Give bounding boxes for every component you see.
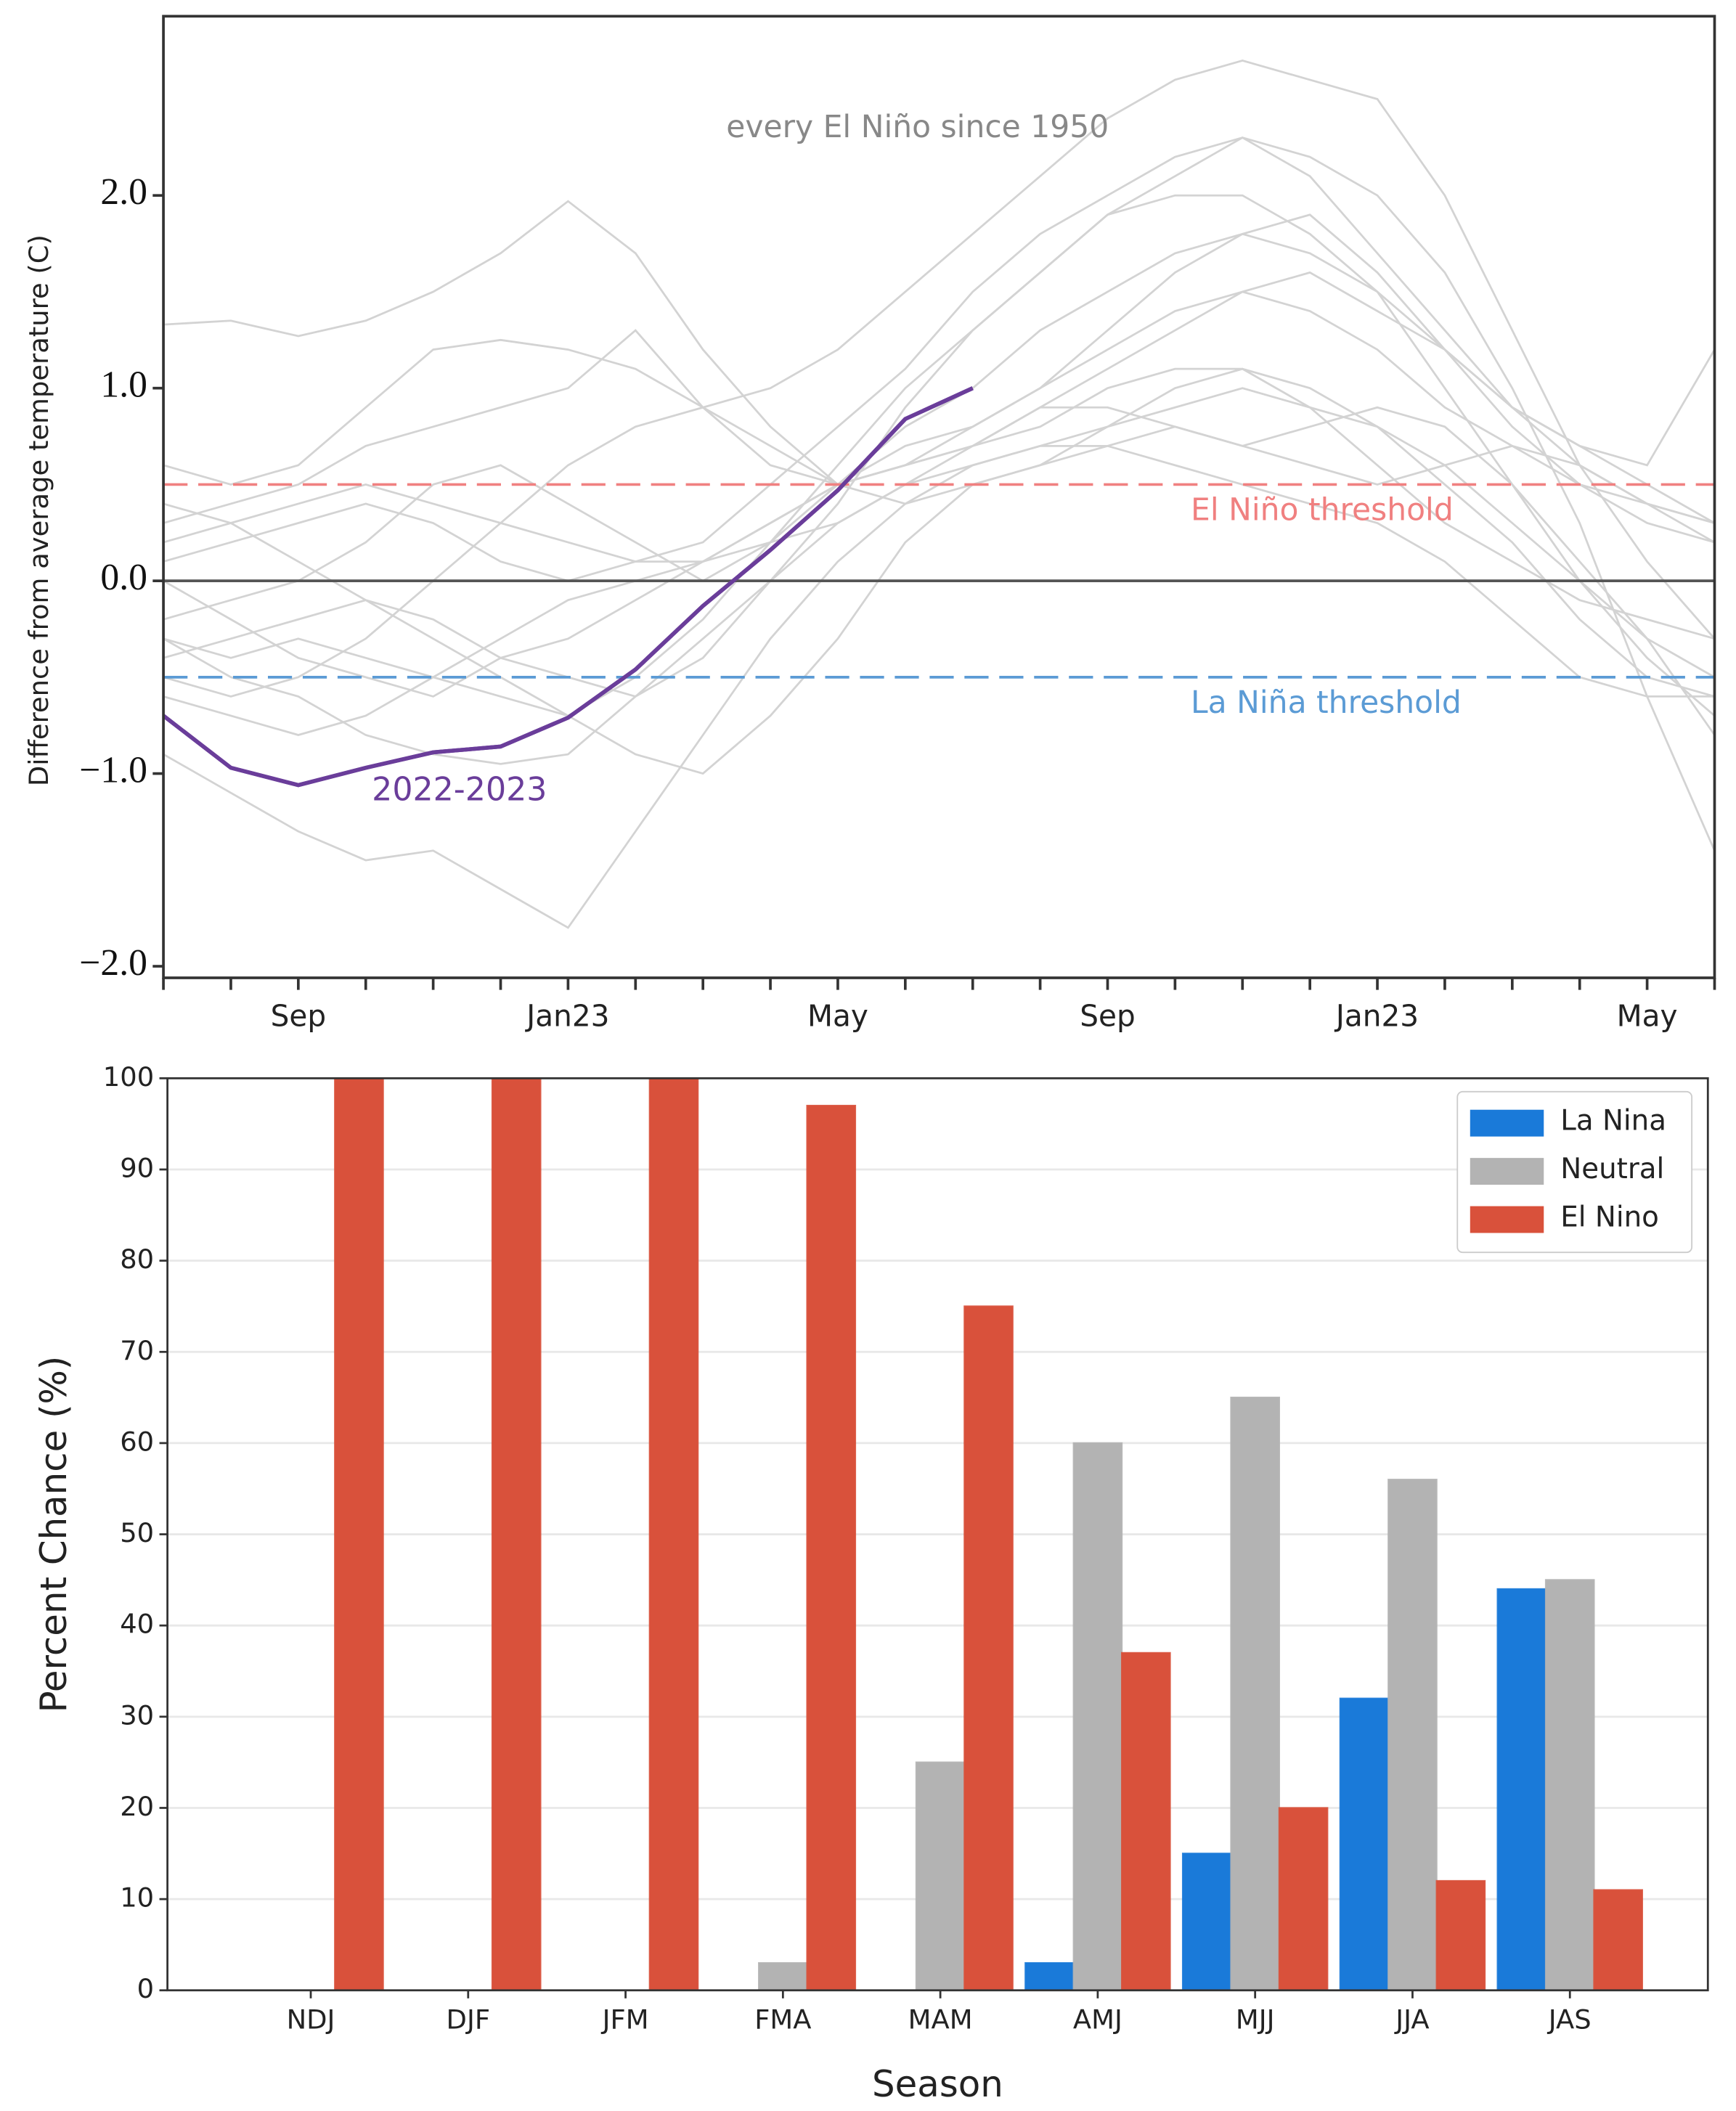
y-tick-label: 50 xyxy=(120,1517,154,1548)
history-line xyxy=(163,367,1715,698)
y-tick-label: 90 xyxy=(120,1153,154,1184)
y-tick-label: 20 xyxy=(120,1791,154,1822)
bar xyxy=(758,1961,808,1991)
bar xyxy=(1278,1807,1329,1991)
history-line xyxy=(163,444,1715,765)
series-label: 2022-2023 xyxy=(372,772,547,809)
legend-label: El Nino xyxy=(1560,1201,1659,1234)
bar xyxy=(491,1077,542,1991)
x-tick-label: FMA xyxy=(754,2004,811,2036)
bar xyxy=(1072,1442,1123,1991)
y-tick-label: 0 xyxy=(137,1973,154,2004)
x-tick-label: Jan23 xyxy=(524,998,609,1033)
x-tick-label: Jan23 xyxy=(1334,998,1419,1033)
history-line xyxy=(163,194,1715,698)
x-tick-label: JFM xyxy=(601,2004,649,2036)
x-tick-label: JJA xyxy=(1394,2004,1429,2036)
bar xyxy=(1024,1961,1075,1991)
history-line xyxy=(163,290,1715,563)
x-tick-label: May xyxy=(1617,998,1678,1033)
legend-swatch xyxy=(1470,1158,1544,1185)
highlight-line xyxy=(162,386,974,788)
x-tick-label: JAS xyxy=(1547,2004,1592,2036)
history-line xyxy=(163,136,1715,582)
bar xyxy=(1387,1479,1438,1991)
x-tick-label: DJF xyxy=(447,2004,490,2036)
history-line xyxy=(163,406,1715,736)
history-line xyxy=(163,338,1715,698)
x-tick-label: MAM xyxy=(908,2004,973,2036)
y-tick-label: −2.0 xyxy=(79,942,147,984)
y-tick-label: 2.0 xyxy=(100,171,147,213)
bar xyxy=(648,1077,699,1991)
x-tick-label: Sep xyxy=(1080,998,1135,1033)
bar xyxy=(1544,1579,1595,1991)
bar xyxy=(1593,1889,1643,1991)
history-line xyxy=(163,59,1715,698)
history-line xyxy=(163,213,1715,544)
y-tick-label: 100 xyxy=(103,1061,154,1093)
legend-label: Neutral xyxy=(1560,1153,1664,1185)
history-line xyxy=(163,136,1715,852)
x-tick-label: MJJ xyxy=(1236,2004,1275,2036)
bar xyxy=(963,1305,1014,1991)
annotation: every El Niño since 1950 xyxy=(726,110,1109,145)
threshold-label: La Niña threshold xyxy=(1191,685,1462,721)
legend-swatch xyxy=(1470,1206,1544,1233)
y-tick-label: 1.0 xyxy=(100,364,147,406)
bar xyxy=(1181,1853,1232,1991)
x-tick-label: AMJ xyxy=(1073,2004,1122,2036)
y-tick-label: 30 xyxy=(120,1699,154,1731)
bar xyxy=(1230,1396,1280,1991)
y-axis-label: Difference from average temperature (C) xyxy=(23,234,54,786)
plot-frame xyxy=(166,1077,1709,1992)
bar xyxy=(915,1761,966,1991)
bar xyxy=(806,1104,857,1991)
y-tick-label: 10 xyxy=(120,1882,154,1914)
history-line xyxy=(163,232,1715,621)
y-axis-label: Percent Chance (%) xyxy=(33,1356,75,1713)
legend-label: La Nina xyxy=(1560,1105,1666,1138)
bar xyxy=(1496,1588,1547,1991)
bar xyxy=(1339,1697,1390,1991)
x-tick-label: May xyxy=(807,998,868,1033)
y-tick-label: 70 xyxy=(120,1335,154,1366)
y-tick-label: 40 xyxy=(120,1609,154,1640)
x-tick-label: NDJ xyxy=(287,2004,335,2036)
y-tick-label: 0.0 xyxy=(100,557,147,598)
bar xyxy=(334,1077,384,1991)
history-line xyxy=(163,425,1715,775)
legend-swatch xyxy=(1470,1109,1544,1137)
bar xyxy=(1121,1651,1171,1991)
x-tick-label: Sep xyxy=(271,998,326,1033)
y-tick-label: 60 xyxy=(120,1426,154,1457)
bar xyxy=(1435,1879,1486,1991)
plot-frame xyxy=(162,15,1716,979)
threshold-label: El Niño threshold xyxy=(1191,492,1454,528)
x-axis-label: Season xyxy=(872,2063,1003,2105)
y-tick-label: 80 xyxy=(120,1244,154,1275)
y-tick-label: −1.0 xyxy=(79,749,147,791)
